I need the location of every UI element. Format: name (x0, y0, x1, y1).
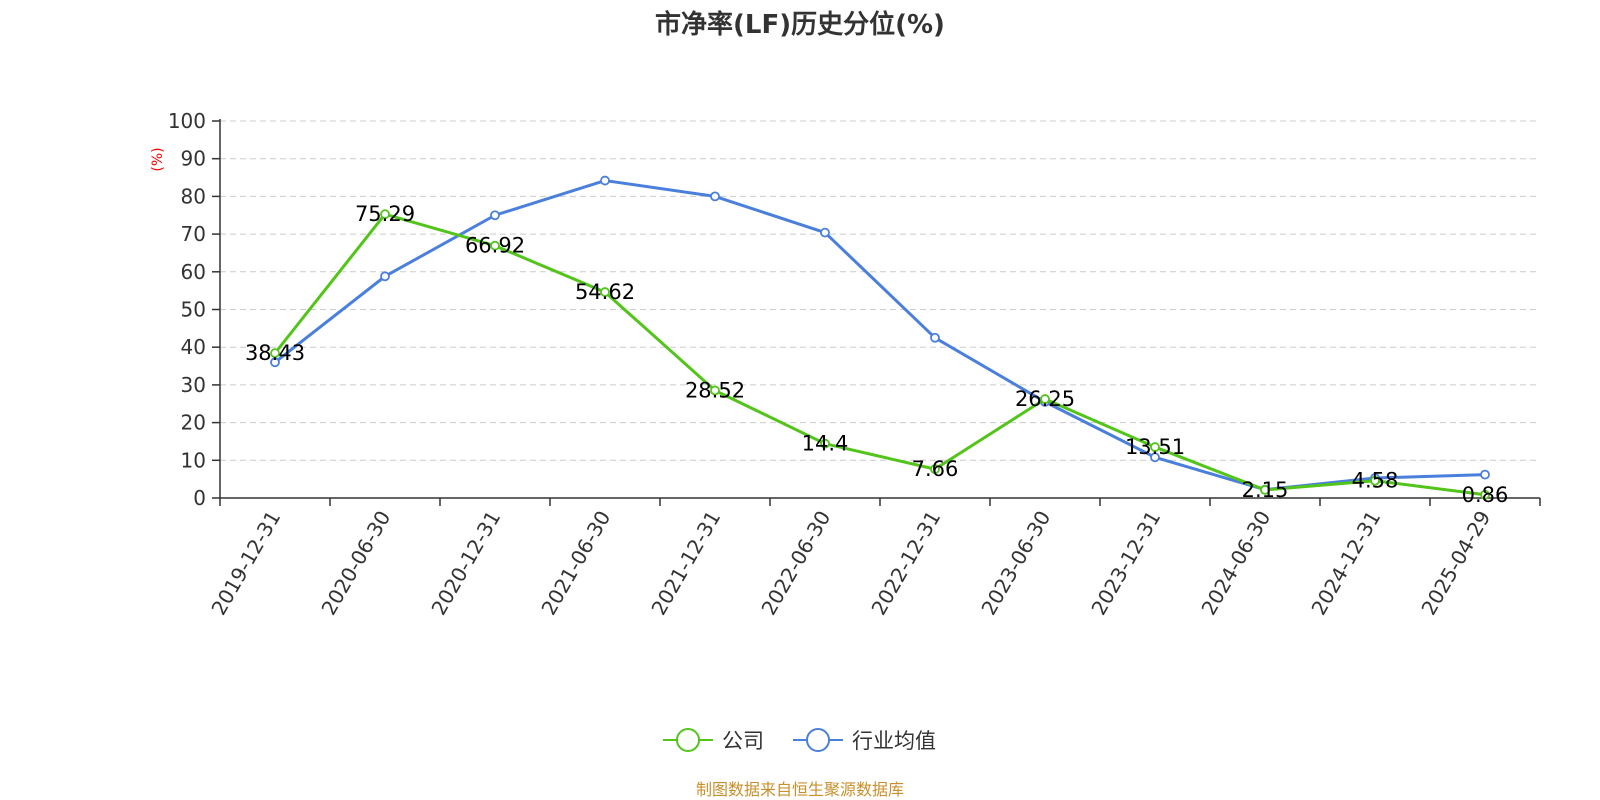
series-industry-avg (270, 175, 1490, 495)
data-point[interactable] (1150, 452, 1160, 463)
data-point[interactable] (710, 385, 720, 396)
x-tick-label: 2021-12-31 (646, 507, 725, 620)
y-tick-label: 80 (181, 184, 206, 208)
y-tick-label: 100 (168, 109, 206, 133)
data-point[interactable] (270, 357, 280, 368)
data-point[interactable] (270, 348, 280, 359)
data-label: 75.29 (355, 202, 415, 226)
data-label: 26.25 (1015, 387, 1075, 411)
data-label: 66.92 (465, 234, 525, 258)
data-label: 13.51 (1125, 435, 1185, 459)
y-tick-label: 10 (181, 448, 206, 472)
y-tick-label: 30 (181, 373, 206, 397)
data-labels: 38.43 75.29 66.92 54.62 28.52 14.4 7.66 26.25 13… (245, 202, 1508, 507)
y-tick-label: 40 (181, 335, 206, 359)
data-point[interactable] (380, 209, 390, 220)
data-point[interactable] (600, 287, 610, 297)
y-tick-label: 20 (181, 411, 206, 435)
data-point[interactable] (600, 175, 610, 186)
data-label: 28.52 (685, 378, 745, 402)
data-label: 0.86 (1462, 483, 1509, 507)
data-point[interactable] (490, 240, 500, 251)
data-point[interactable] (820, 227, 830, 238)
chart-title: 市净率(LF)历史分位(%) (655, 9, 945, 40)
y-tick-label: 60 (181, 260, 206, 284)
data-point[interactable] (1040, 394, 1050, 404)
x-tick-label: 2022-12-31 (866, 507, 945, 620)
y-tick-label: 50 (181, 298, 206, 322)
data-point[interactable] (710, 191, 720, 202)
source-note: 制图数据来自恒生聚源数据库 (696, 780, 904, 799)
legend[interactable]: 公司 行业均值 (663, 728, 936, 753)
data-point[interactable] (380, 271, 390, 282)
data-point[interactable] (930, 464, 940, 475)
data-point[interactable] (930, 332, 940, 343)
y-tick-label: 70 (181, 222, 206, 246)
data-point[interactable] (1370, 475, 1380, 486)
axes: 0 10 20 30 40 50 60 70 80 90 100 2019-12-31 2020-06-… (168, 109, 1541, 620)
series-lines (270, 175, 1490, 500)
x-tick-label: 2021-06-30 (536, 507, 615, 620)
data-point[interactable] (1150, 442, 1160, 452)
x-tick-label: 2024-12-31 (1306, 507, 1385, 620)
legend-item-industry-avg[interactable]: 行业均值 (793, 728, 936, 753)
legend-marker-icon (806, 728, 830, 752)
x-tick-label: 2019-12-31 (206, 507, 285, 620)
y-tick-label: 0 (193, 486, 206, 510)
x-tick-label: 2023-06-30 (976, 507, 1055, 620)
legend-label: 行业均值 (852, 729, 936, 753)
x-tick-label: 2023-12-31 (1086, 507, 1165, 620)
x-tick-label: 2025-04-29 (1416, 507, 1495, 620)
x-tick-label: 2020-06-30 (316, 507, 395, 620)
y-axis-label: (%) (150, 147, 166, 171)
data-point[interactable] (490, 210, 500, 221)
x-tick-label: 2020-12-31 (426, 507, 505, 620)
data-point[interactable] (1480, 469, 1490, 480)
gridlines (220, 120, 1540, 461)
data-label: 2.15 (1242, 478, 1289, 502)
data-label: 38.43 (245, 341, 305, 365)
series-line (273, 212, 1486, 497)
data-point[interactable] (820, 438, 830, 449)
series-company (270, 209, 1490, 500)
legend-label: 公司 (722, 729, 764, 753)
legend-marker-icon (676, 728, 700, 752)
x-tick-label: 2022-06-30 (756, 507, 835, 620)
data-label: 7.66 (912, 457, 959, 481)
series-line (274, 179, 1486, 492)
legend-item-company[interactable]: 公司 (663, 728, 764, 753)
data-point[interactable] (1480, 489, 1490, 500)
data-label: 14.4 (802, 432, 849, 456)
x-tick-label: 2024-06-30 (1196, 507, 1275, 620)
y-tick-label: 90 (181, 147, 206, 171)
data-label: 4.58 (1352, 469, 1399, 493)
data-label: 54.62 (575, 280, 635, 304)
data-point[interactable] (1260, 484, 1270, 495)
